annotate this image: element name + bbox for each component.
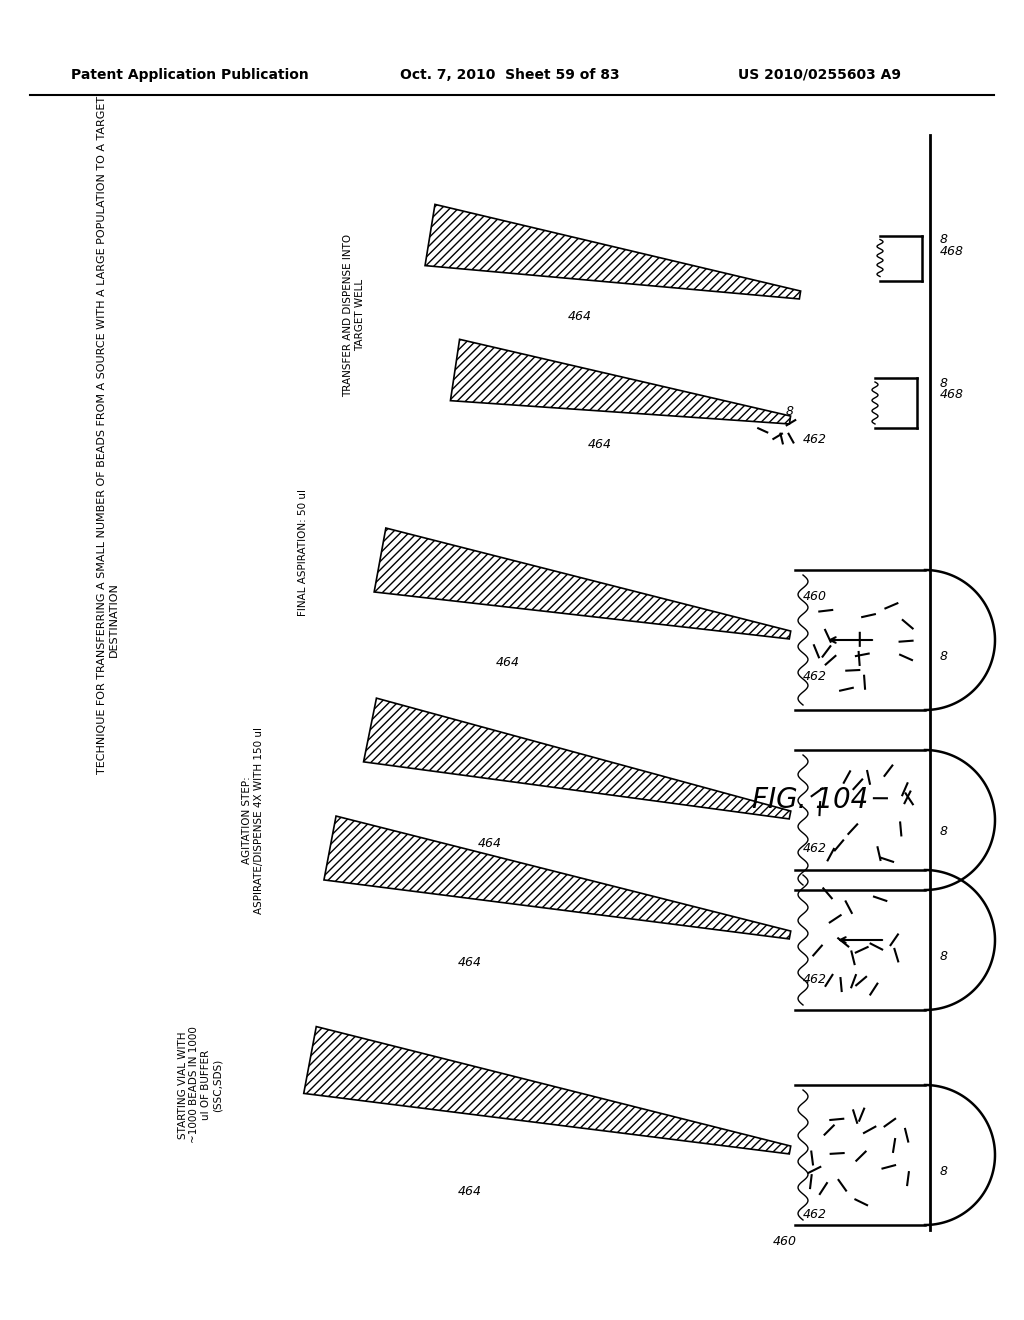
Text: 462: 462 — [803, 842, 827, 855]
Polygon shape — [374, 528, 791, 639]
Text: 462: 462 — [803, 671, 827, 682]
Text: 464: 464 — [458, 1185, 482, 1199]
Text: 8: 8 — [786, 405, 794, 418]
Text: 468: 468 — [940, 388, 964, 401]
Text: 464: 464 — [478, 837, 502, 850]
Text: 462: 462 — [803, 973, 827, 986]
Text: Patent Application Publication: Patent Application Publication — [71, 69, 309, 82]
Text: 8: 8 — [940, 1166, 948, 1177]
Polygon shape — [304, 1027, 791, 1154]
Text: TRANSFER AND DISPENSE INTO
TARGET WELL: TRANSFER AND DISPENSE INTO TARGET WELL — [343, 234, 365, 396]
Text: 462: 462 — [803, 1208, 827, 1221]
Text: 460: 460 — [803, 590, 827, 603]
Text: DESTINATION: DESTINATION — [109, 582, 119, 657]
Text: 8: 8 — [940, 234, 948, 246]
Text: 8: 8 — [940, 378, 948, 389]
Text: FINAL ASPIRATION: 50 ul: FINAL ASPIRATION: 50 ul — [298, 490, 308, 616]
Text: 8: 8 — [940, 825, 948, 838]
Text: 8: 8 — [940, 649, 948, 663]
Text: STARTING VIAL WITH
~1000 BEADS IN 1000
ul OF BUFFER
(SSC,SDS): STARTING VIAL WITH ~1000 BEADS IN 1000 u… — [177, 1027, 222, 1143]
Text: 462: 462 — [803, 433, 827, 446]
Text: AGITATION STEP:
ASPIRATE/DISPENSE 4X WITH 150 ul: AGITATION STEP: ASPIRATE/DISPENSE 4X WIT… — [243, 726, 264, 913]
Text: FIG. 104: FIG. 104 — [752, 785, 868, 814]
Text: 8: 8 — [940, 950, 948, 964]
Text: US 2010/0255603 A9: US 2010/0255603 A9 — [738, 69, 901, 82]
Text: Oct. 7, 2010  Sheet 59 of 83: Oct. 7, 2010 Sheet 59 of 83 — [400, 69, 620, 82]
Text: 464: 464 — [588, 438, 612, 451]
Text: 468: 468 — [940, 246, 964, 257]
Polygon shape — [451, 339, 791, 424]
Text: 464: 464 — [496, 656, 520, 669]
Polygon shape — [425, 205, 801, 298]
Polygon shape — [364, 698, 791, 818]
Text: 460: 460 — [773, 1236, 797, 1247]
Polygon shape — [324, 816, 791, 939]
Text: TECHNIQUE FOR TRANSFERRING A SMALL NUMBER OF BEADS FROM A SOURCE WITH A LARGE PO: TECHNIQUE FOR TRANSFERRING A SMALL NUMBE… — [97, 96, 106, 774]
Text: 464: 464 — [568, 310, 592, 323]
Text: 464: 464 — [458, 956, 482, 969]
